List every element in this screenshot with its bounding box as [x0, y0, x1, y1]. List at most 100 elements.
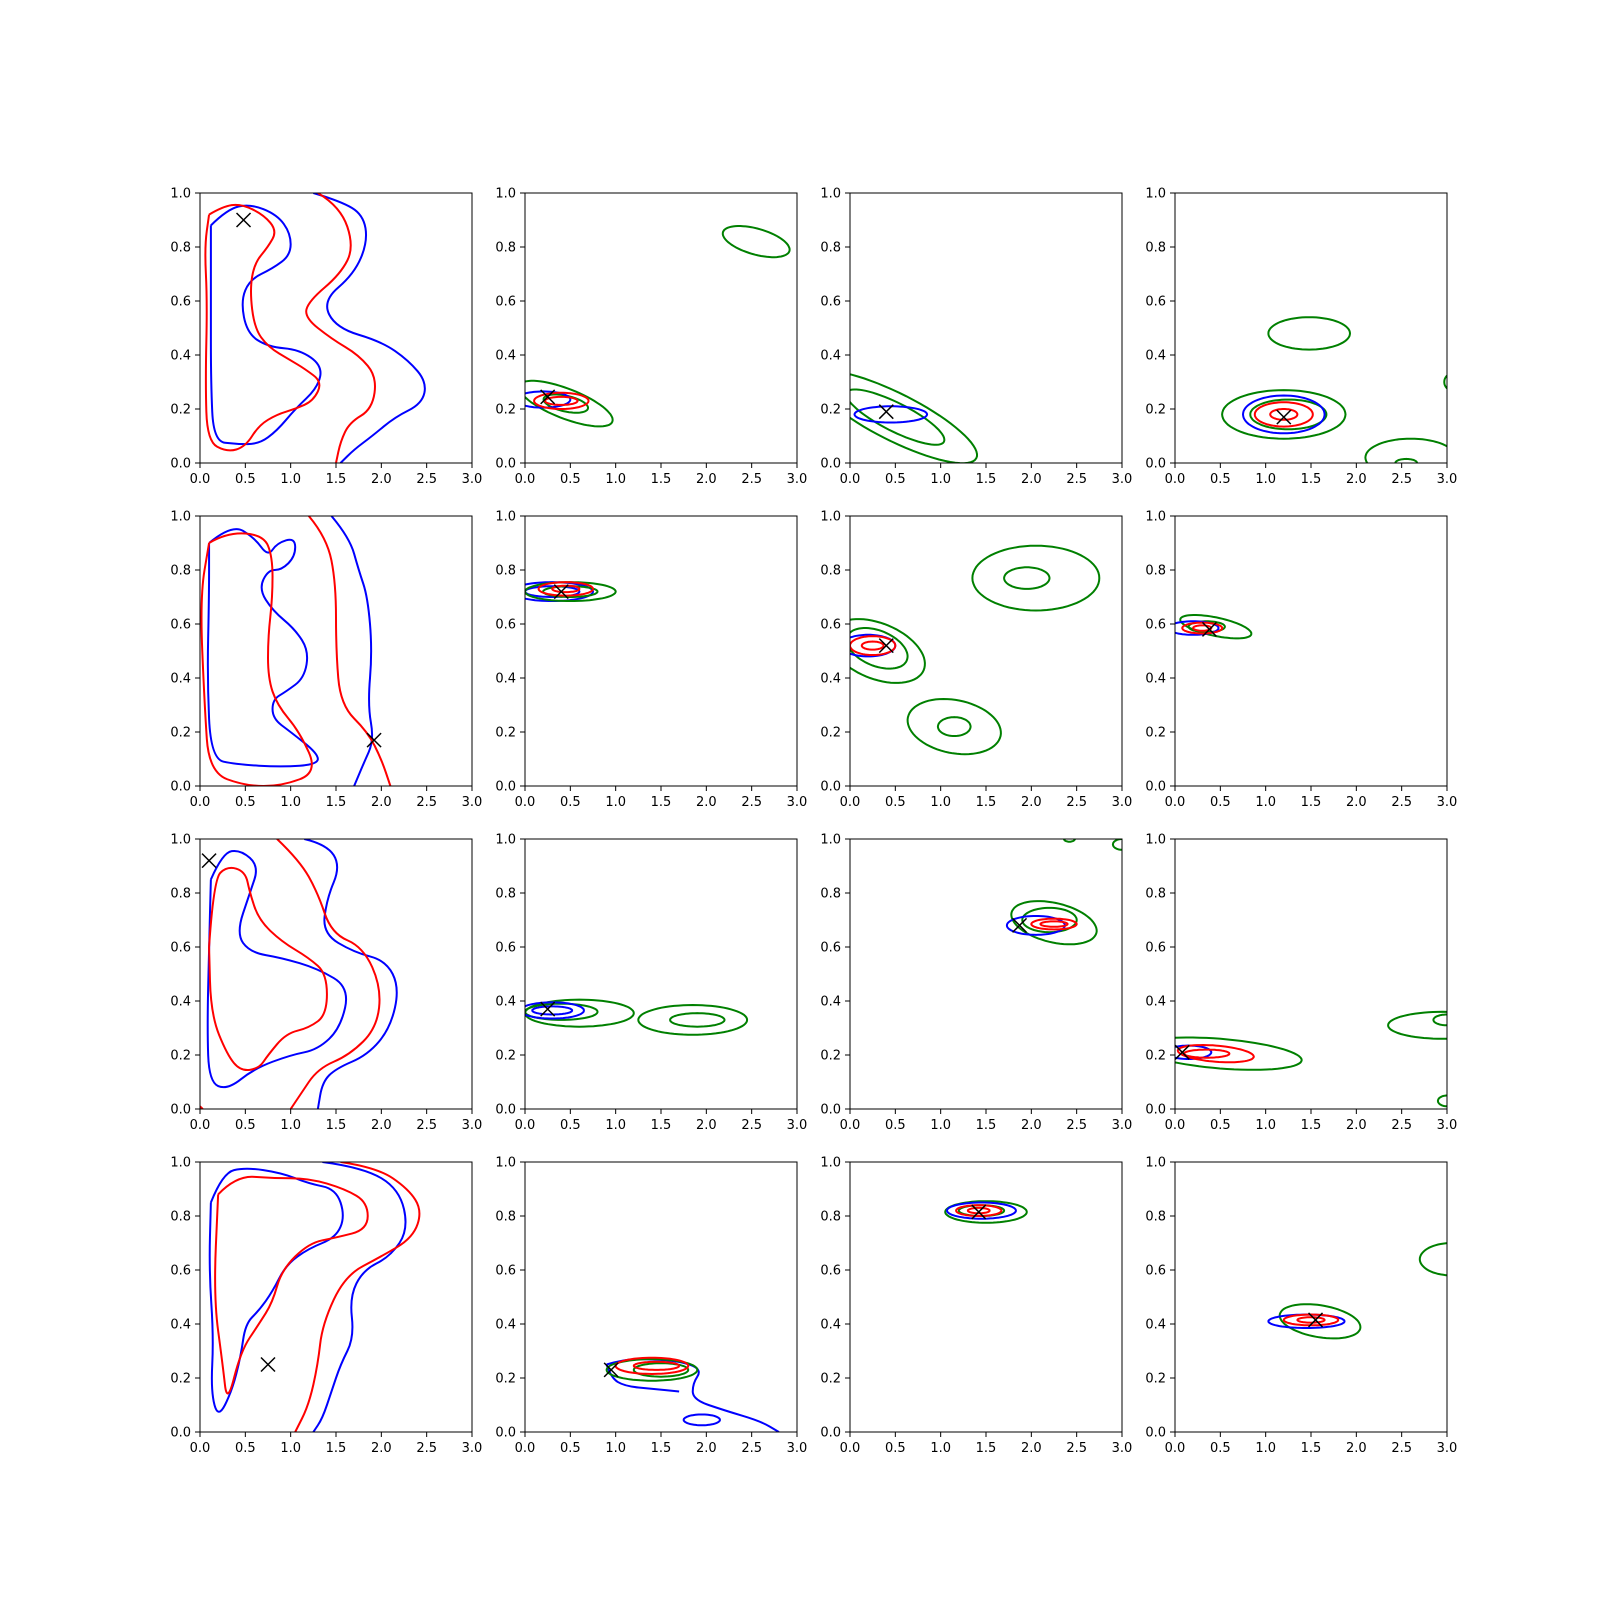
- x-tick-label: 1.0: [930, 1118, 951, 1133]
- y-tick-label: 0.8: [495, 564, 516, 579]
- x-tick-label: 1.0: [280, 1441, 301, 1456]
- subplot-1-2: 0.0 0.5 1.0 1.5 2.0 2.5 3.0 0.0 0.2 0.4 0.6 0.8 1.0: [820, 510, 1132, 811]
- green-contour: [1003, 566, 1051, 590]
- red-contour: [850, 635, 897, 656]
- y-tick-label: 0.4: [820, 995, 841, 1010]
- green-contour: [1175, 1036, 1303, 1071]
- y-tick-label: 1.0: [170, 833, 191, 848]
- axes-frame: [524, 192, 798, 464]
- x-tick-label: 3.0: [1437, 472, 1458, 487]
- y-tick-label: 0.2: [1145, 726, 1166, 741]
- x-tick-label: 2.5: [416, 795, 437, 810]
- y-tick-label: 1.0: [820, 833, 841, 848]
- y-tick-label: 0.0: [1145, 780, 1166, 795]
- y-tick-label: 0.2: [820, 1049, 841, 1064]
- blue-contour: [1005, 915, 1066, 936]
- x-tick-label: 1.0: [605, 795, 626, 810]
- y-tick-label: 1.0: [495, 510, 516, 525]
- plot-area: [208, 1162, 421, 1432]
- y-tick-label: 1.0: [495, 1156, 516, 1171]
- green-contour: [669, 1012, 726, 1028]
- x-tick-label: 2.0: [696, 1441, 717, 1456]
- y-tick-label: 0.0: [820, 1103, 841, 1118]
- y-tick-label: 0.2: [820, 726, 841, 741]
- green-contour: [525, 379, 614, 428]
- y-tick-label: 1.0: [170, 187, 191, 202]
- x-tick-label: 0.5: [560, 795, 581, 810]
- red-contour: [1269, 408, 1299, 421]
- x-tick-label: 1.0: [1255, 1441, 1276, 1456]
- x-tick-label: 3.0: [1112, 1441, 1133, 1456]
- y-tick-label: 0.0: [1145, 1426, 1166, 1441]
- x-tick-label: 3.0: [787, 1441, 808, 1456]
- x-tick-label: 0.0: [840, 795, 861, 810]
- x-tick-label: 1.0: [930, 1441, 951, 1456]
- x-marker: [366, 732, 382, 748]
- x-tick-label: 2.5: [1066, 1441, 1087, 1456]
- y-tick-label: 0.6: [1145, 1264, 1166, 1279]
- axes-frame: [1174, 192, 1448, 464]
- green-contour: [1387, 1010, 1447, 1040]
- x-marker: [971, 1204, 987, 1220]
- blue-contour: [682, 1413, 721, 1427]
- x-tick-label: 0.5: [1210, 1118, 1231, 1133]
- green-contour: [525, 581, 617, 602]
- x-tick-label: 1.5: [1301, 1441, 1322, 1456]
- x-tick-label: 0.5: [560, 1118, 581, 1133]
- x-tick-label: 0.0: [1165, 472, 1186, 487]
- blue-contour: [313, 193, 426, 463]
- plot-area: [605, 1356, 780, 1432]
- subplot-3-2: 0.0 0.5 1.0 1.5 2.0 2.5 3.0 0.0 0.2 0.4 0.6 0.8 1.0: [820, 1156, 1132, 1457]
- red-contour: [533, 391, 590, 410]
- blue-contour: [209, 204, 322, 446]
- subplot-1-1: 0.0 0.5 1.0 1.5 2.0 2.5 3.0 0.0 0.2 0.4 0.6 0.8 1.0: [495, 510, 807, 811]
- x-tick-label: 1.5: [326, 472, 347, 487]
- x-tick-label: 3.0: [787, 472, 808, 487]
- x-marker: [260, 1356, 276, 1373]
- y-tick-label: 0.4: [495, 995, 516, 1010]
- y-tick-label: 0.2: [170, 726, 191, 741]
- x-tick-label: 0.5: [235, 1441, 256, 1456]
- green-contour: [1267, 316, 1352, 351]
- x-tick-label: 2.5: [741, 795, 762, 810]
- y-tick-label: 0.0: [820, 780, 841, 795]
- red-contour: [1176, 1043, 1255, 1064]
- x-tick-label: 1.5: [976, 472, 997, 487]
- y-tick-label: 0.6: [170, 941, 191, 956]
- y-tick-label: 0.6: [1145, 295, 1166, 310]
- x-tick-label: 3.0: [462, 1118, 483, 1133]
- red-contour: [537, 581, 595, 597]
- green-contour: [525, 1002, 599, 1021]
- x-tick-label: 1.0: [605, 472, 626, 487]
- y-tick-label: 0.6: [495, 941, 516, 956]
- x-tick-label: 2.0: [1021, 795, 1042, 810]
- y-tick-label: 0.0: [495, 780, 516, 795]
- y-tick-label: 0.6: [170, 618, 191, 633]
- green-contour: [1364, 437, 1447, 463]
- red-contour: [308, 516, 392, 786]
- x-marker: [878, 404, 894, 420]
- x-marker: [1201, 621, 1217, 637]
- x-tick-label: 0.0: [515, 1441, 536, 1456]
- x-tick-label: 3.0: [1437, 1441, 1458, 1456]
- y-tick-label: 0.2: [1145, 403, 1166, 418]
- y-tick-label: 0.6: [820, 618, 841, 633]
- axes-frame: [524, 515, 798, 787]
- subplot-2-1: 0.0 0.5 1.0 1.5 2.0 2.5 3.0 0.0 0.2 0.4 0.6 0.8 1.0: [495, 833, 807, 1134]
- x-tick-label: 2.5: [741, 1118, 762, 1133]
- y-tick-label: 0.0: [495, 457, 516, 472]
- y-tick-label: 0.0: [1145, 1103, 1166, 1118]
- y-tick-label: 0.6: [170, 295, 191, 310]
- plot-area: [1175, 1010, 1447, 1108]
- x-tick-label: 0.0: [1165, 1118, 1186, 1133]
- blue-contour: [531, 1005, 574, 1016]
- plot-area: [1175, 614, 1253, 640]
- red-contour: [305, 193, 376, 463]
- subplot-3-1: 0.0 0.5 1.0 1.5 2.0 2.5 3.0 0.0 0.2 0.4 0.6 0.8 1.0: [495, 1156, 807, 1457]
- y-tick-label: 0.4: [170, 672, 191, 687]
- x-marker: [1308, 1312, 1324, 1328]
- red-contour: [1039, 920, 1069, 928]
- x-tick-label: 0.0: [1165, 1441, 1186, 1456]
- y-tick-label: 0.8: [1145, 887, 1166, 902]
- x-tick-label: 1.0: [605, 1118, 626, 1133]
